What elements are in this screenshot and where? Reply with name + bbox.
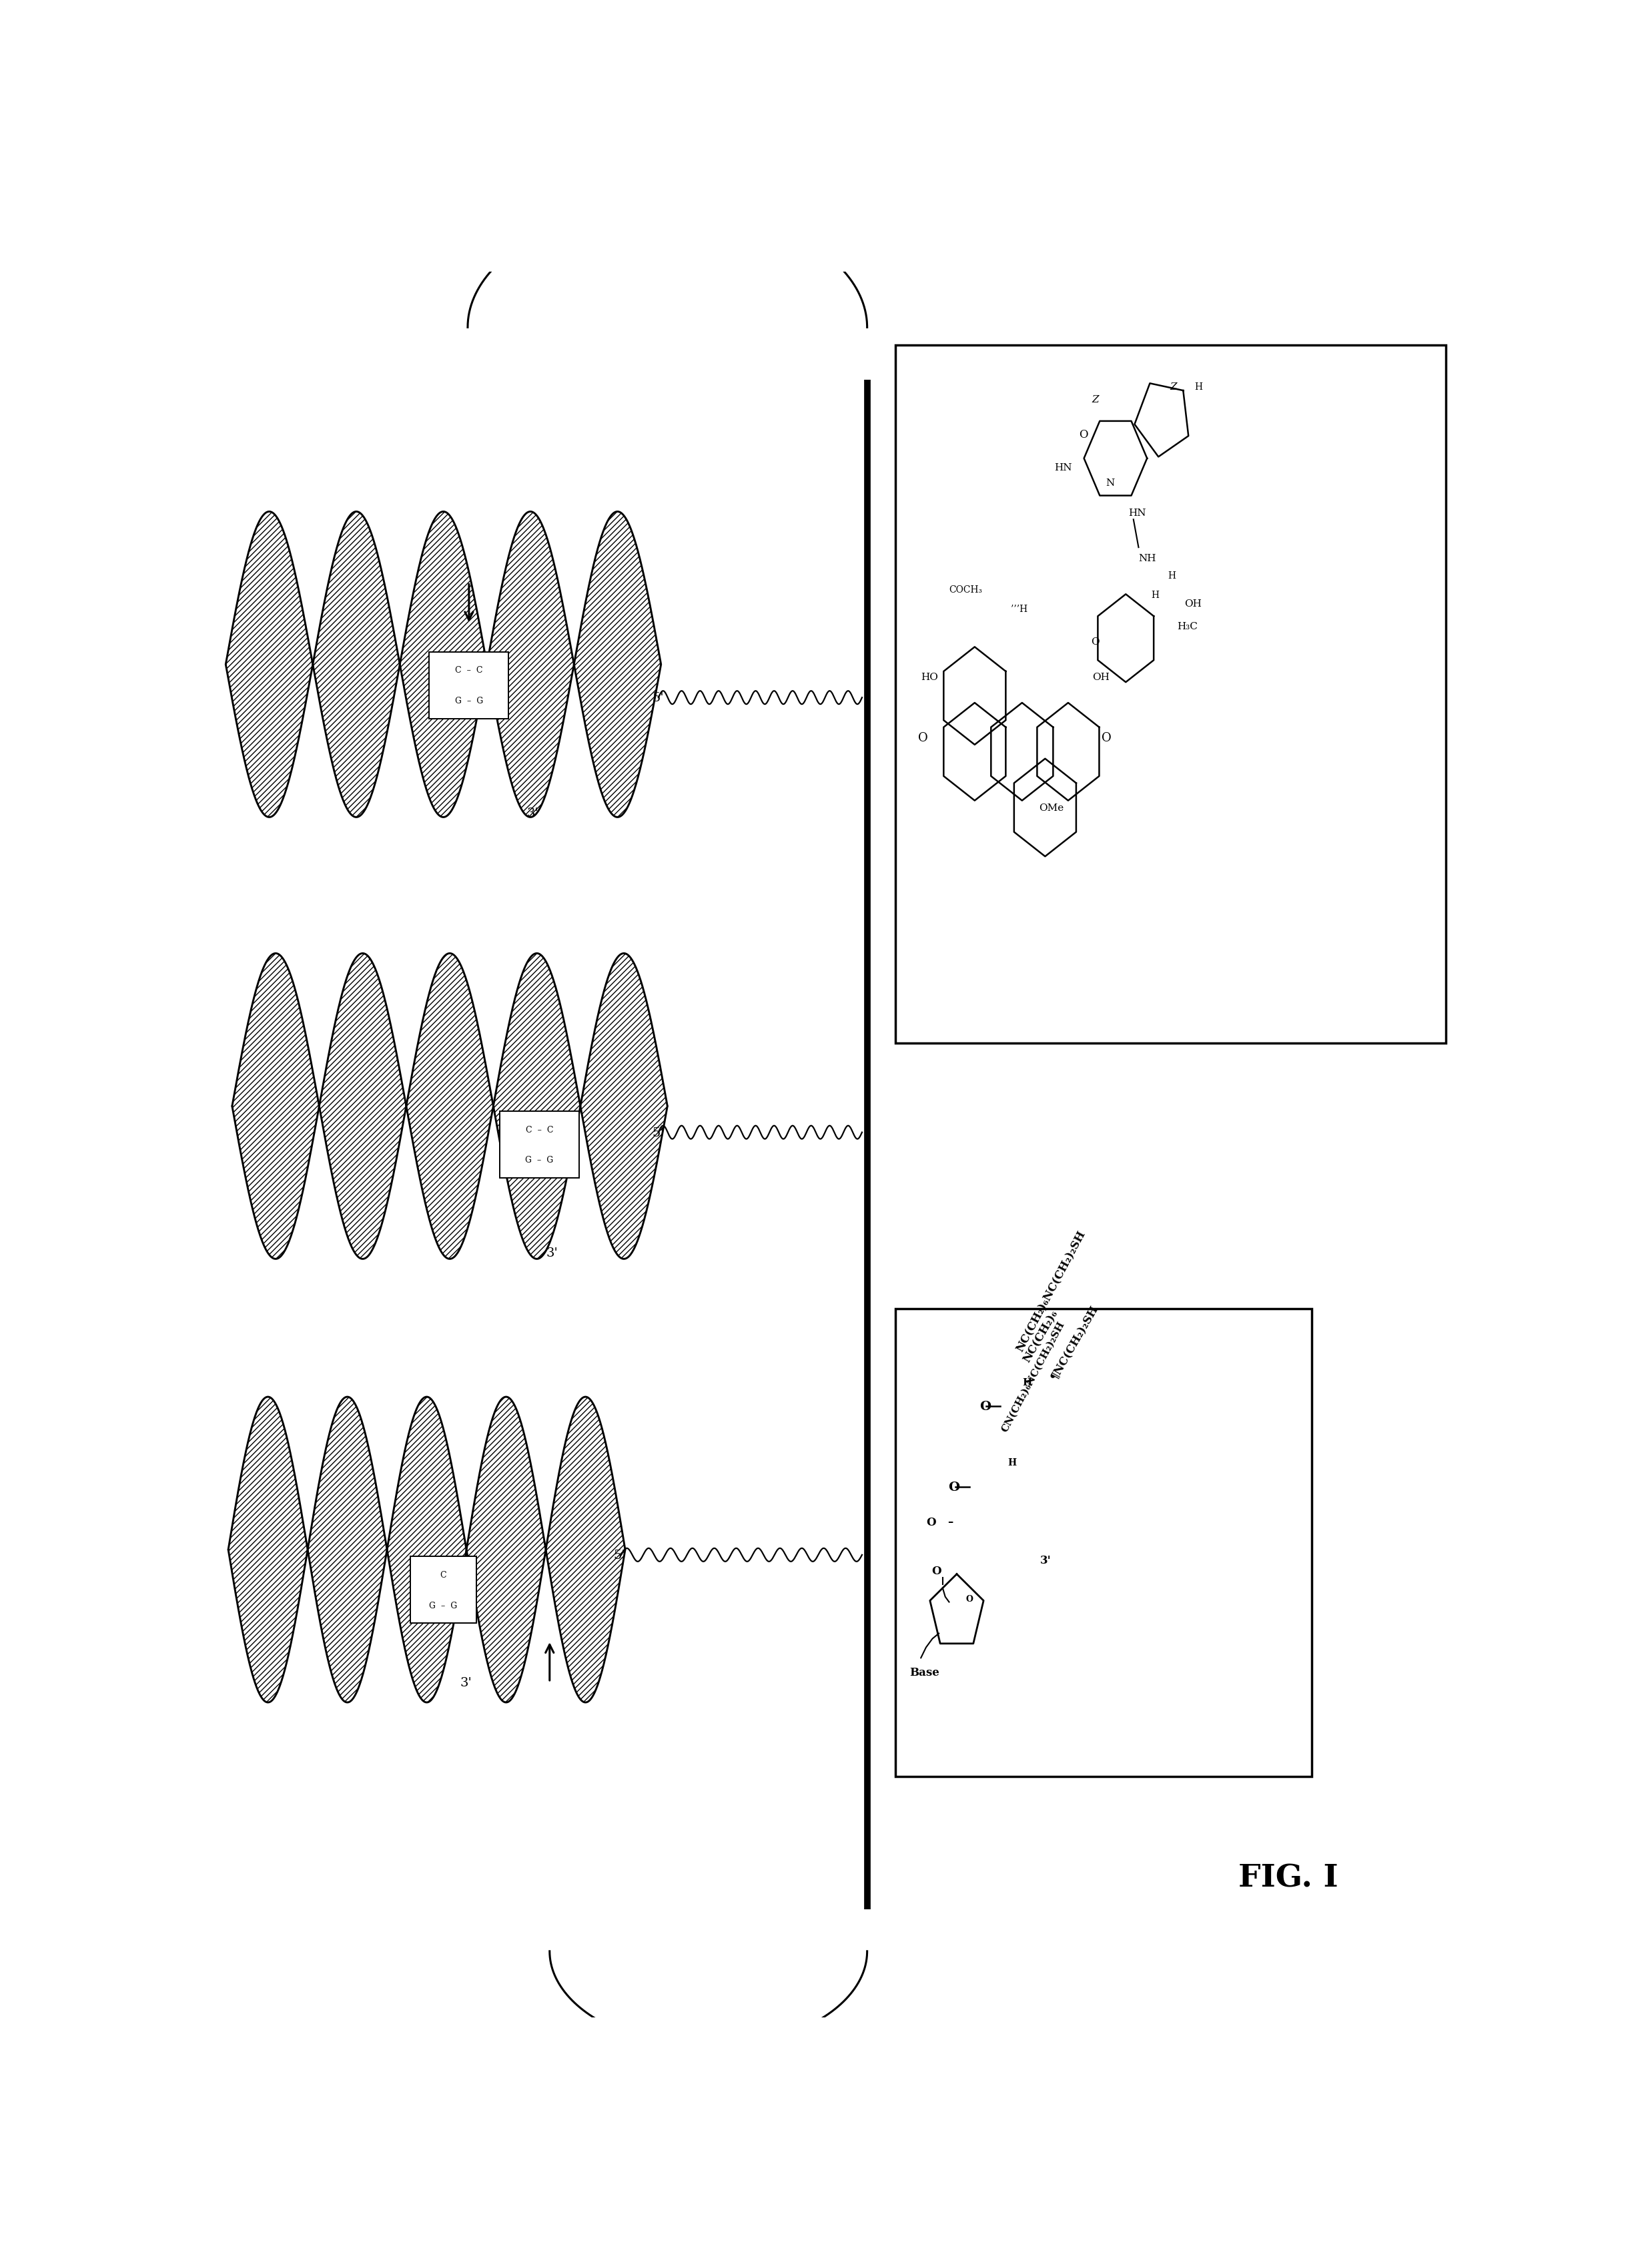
Text: O: O [1090,637,1099,646]
Text: G  –  G: G – G [525,1156,553,1165]
Bar [410,1557,477,1623]
Bar [499,1111,580,1179]
Text: 3': 3' [527,807,539,818]
Text: 3': 3' [545,1247,558,1258]
Text: H: H [1194,383,1203,392]
Text: Z: Z [1092,394,1099,404]
Text: 3': 3' [459,1678,472,1689]
Text: 5': 5' [653,691,664,705]
Text: H: H [1168,571,1176,580]
Text: OH: OH [1092,673,1110,682]
Text: O: O [927,1517,937,1528]
Text: OMe: OMe [1039,803,1064,812]
Text: 5': 5' [613,1548,626,1562]
Text: NC(CH₂)₆: NC(CH₂)₆ [1021,1308,1061,1365]
Text: 3': 3' [1041,1555,1051,1566]
Text: HO: HO [920,673,938,682]
Text: NC(CH₂)₆NC(CH₂)₂SH: NC(CH₂)₆NC(CH₂)₂SH [1014,1229,1089,1353]
Text: C  –  C: C – C [525,1124,553,1134]
Text: H: H [1023,1378,1032,1387]
Text: G  –  G: G – G [430,1601,458,1610]
Text: HN: HN [1128,508,1146,517]
Text: FIG. I: FIG. I [1239,1863,1338,1893]
Text: –: – [948,1517,953,1528]
Text: O: O [919,732,928,744]
Text: O: O [1102,732,1112,744]
Text: H₃C: H₃C [1176,621,1198,630]
Bar [430,653,509,719]
Text: H: H [1151,589,1160,601]
Text: C  –  C: C – C [454,666,482,676]
Text: O: O [980,1401,991,1412]
Text: 5': 5' [653,1127,664,1138]
Text: ’’’H: ’’’H [1011,605,1028,614]
Text: N: N [1105,478,1115,487]
Text: Base: Base [909,1666,940,1678]
Text: C: C [439,1571,446,1580]
Text: O: O [948,1480,960,1494]
Text: G  –  G: G – G [454,696,482,705]
Text: NH: NH [1138,553,1156,562]
Text: Z: Z [1170,383,1176,392]
Bar [895,345,1445,1043]
Text: ¶NC(CH₂)₂SH: ¶NC(CH₂)₂SH [1049,1304,1100,1381]
Text: H: H [1008,1458,1016,1467]
Text: O: O [966,1594,973,1603]
Text: OH: OH [1184,598,1203,608]
Text: O: O [1079,428,1089,440]
Text: CN(CH₂)₆NC(CH₂)₂SH: CN(CH₂)₆NC(CH₂)₂SH [999,1319,1067,1433]
Bar [895,1308,1312,1777]
Text: O: O [932,1564,942,1576]
Text: HN: HN [1054,462,1072,472]
Text: COCH₃: COCH₃ [948,585,983,594]
